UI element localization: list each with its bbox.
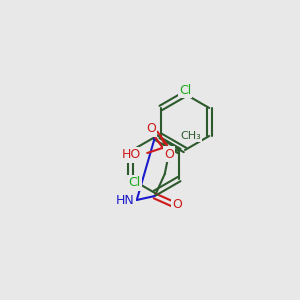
Text: Cl: Cl xyxy=(129,176,141,190)
Text: HO: HO xyxy=(122,148,141,161)
Text: O: O xyxy=(164,148,174,160)
Text: O: O xyxy=(146,122,156,136)
Text: HN: HN xyxy=(116,194,135,206)
Text: O: O xyxy=(172,197,182,211)
Text: CH₃: CH₃ xyxy=(181,131,201,141)
Text: Cl: Cl xyxy=(179,83,191,97)
